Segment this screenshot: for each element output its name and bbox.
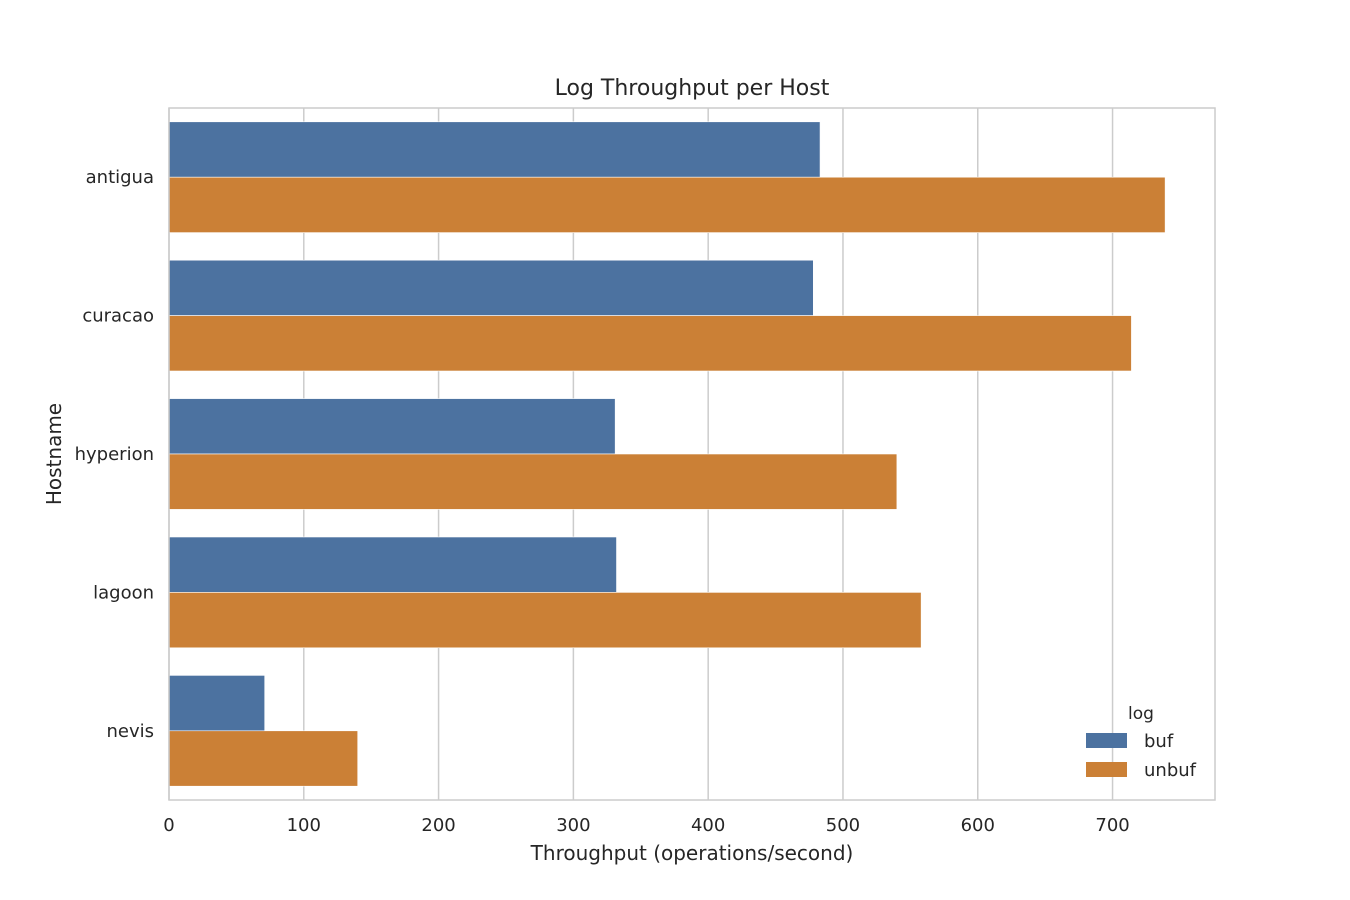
y-tick-label: antigua xyxy=(86,167,154,188)
bar-buf-lagoon xyxy=(168,536,617,593)
y-tick-labels: antigua curacao hyperion lagoon nevis xyxy=(75,167,154,742)
bar-unbuf-antigua xyxy=(168,176,1166,233)
bar-unbuf-lagoon xyxy=(168,592,922,649)
bar-unbuf-nevis xyxy=(168,730,359,787)
x-tick-label: 0 xyxy=(163,815,174,836)
x-tick-label: 200 xyxy=(421,815,455,836)
y-tick-label: curacao xyxy=(82,306,154,327)
chart-title: Log Throughput per Host xyxy=(555,76,830,101)
x-tick-label: 500 xyxy=(826,815,860,836)
y-axis-label: Hostname xyxy=(42,403,66,505)
y-tick-label: lagoon xyxy=(93,582,154,603)
x-tick-label: 300 xyxy=(556,815,590,836)
legend-swatch-buf xyxy=(1086,733,1127,748)
x-tick-label: 600 xyxy=(961,815,995,836)
x-axis-label: Throughput (operations/second) xyxy=(530,841,854,865)
bar-buf-hyperion xyxy=(168,398,616,455)
legend-swatch-unbuf xyxy=(1086,762,1127,777)
plot-frame xyxy=(168,107,1216,801)
legend: log buf unbuf xyxy=(1086,704,1197,781)
x-tick-labels: 0 100 200 300 400 500 600 700 xyxy=(163,815,1129,836)
bar-buf-curacao xyxy=(168,259,814,316)
bar-buf-antigua xyxy=(168,121,821,178)
x-tick-label: 400 xyxy=(691,815,725,836)
y-tick-label: nevis xyxy=(106,721,154,742)
legend-label-buf: buf xyxy=(1144,731,1174,752)
legend-title: log xyxy=(1128,704,1154,724)
bar-unbuf-curacao xyxy=(168,315,1132,372)
x-tick-label: 700 xyxy=(1095,815,1129,836)
bar-buf-nevis xyxy=(168,675,266,732)
bars xyxy=(168,121,1166,787)
bar-unbuf-hyperion xyxy=(168,453,898,510)
y-tick-label: hyperion xyxy=(75,444,154,465)
legend-label-unbuf: unbuf xyxy=(1144,760,1197,781)
x-tick-label: 100 xyxy=(287,815,321,836)
